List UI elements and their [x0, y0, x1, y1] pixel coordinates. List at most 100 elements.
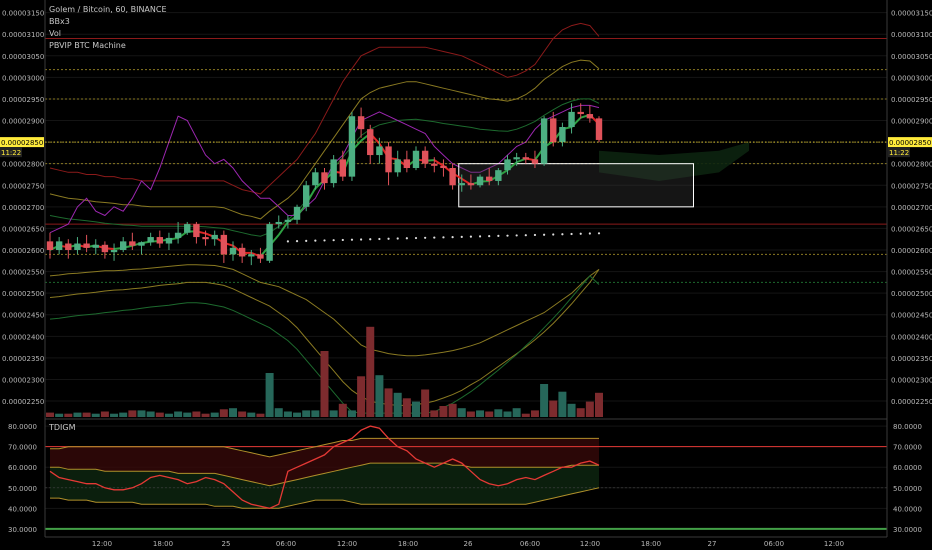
candle-body [476, 176, 484, 186]
pbv-dot [451, 235, 454, 239]
pbv-dots [286, 232, 601, 243]
candle-body [330, 159, 337, 184]
pbv-dot [460, 235, 463, 238]
pbv-dot [369, 238, 372, 241]
candle-body [257, 254, 264, 259]
price-tick-left: 0.00003100 [2, 31, 44, 39]
price-tick-right: 0.00002650 [891, 225, 932, 233]
candle-body [46, 241, 54, 250]
pbv-dot [350, 238, 354, 241]
candle-body [421, 150, 429, 164]
price-tick-right: 0.00003050 [891, 53, 932, 61]
volume-bar [155, 412, 164, 417]
volume-bar [265, 373, 274, 417]
countdown-label: 11:22 [889, 149, 909, 157]
pbv-dot [332, 239, 335, 242]
candle-body [74, 243, 81, 250]
pbv-dot [561, 233, 564, 236]
current-price-tag [888, 137, 932, 148]
volume-bars [46, 326, 603, 417]
volume-bar [421, 389, 430, 417]
volume-bar [183, 412, 192, 417]
price-tick-left: 0.00002800 [2, 161, 44, 169]
candle-body [92, 244, 99, 248]
time-tick: 06:00 [520, 540, 540, 548]
candle-body [540, 118, 548, 164]
volume-bar [457, 408, 466, 417]
candles [46, 103, 603, 266]
volume-bar [329, 410, 338, 417]
candle-body [202, 237, 209, 240]
price-tick-left: 0.00002450 [2, 312, 44, 320]
pbv-dot [543, 233, 546, 236]
candle-body [165, 237, 173, 244]
volume-bar [100, 411, 109, 417]
candle-body [312, 172, 319, 186]
candle-body [238, 247, 246, 257]
candle-body [293, 206, 301, 220]
indicator-vol[interactable]: Vol [49, 29, 61, 38]
volume-bar [338, 403, 347, 417]
pbv-dot [323, 239, 326, 242]
osc-tick-right: 80.0000 [893, 423, 922, 431]
volume-bar [375, 375, 384, 417]
volume-bar [46, 412, 54, 417]
price-tick-left: 0.00003000 [2, 74, 44, 82]
band-inner_lower [49, 264, 600, 357]
oscillator-title[interactable]: TDIGM [49, 423, 76, 432]
pbv-box [458, 163, 694, 208]
band-mid_upper [49, 59, 600, 220]
volume-bar [238, 411, 247, 417]
pbv-dot [597, 232, 601, 235]
pbv-dot [588, 232, 591, 235]
volume-bar [430, 410, 439, 417]
candle-body [110, 250, 118, 253]
candle-body [120, 241, 127, 250]
pbv-rectangle [458, 163, 694, 208]
price-tick-right: 0.00003150 [891, 10, 932, 18]
volume-bar [485, 411, 494, 417]
time-tick: 12:00 [337, 540, 357, 548]
osc-tick-left: 30.0000 [8, 526, 37, 534]
volume-bar [494, 409, 503, 417]
osc-tick-right: 30.0000 [893, 526, 922, 534]
price-tick-left: 0.00003150 [2, 10, 44, 18]
volume-bar [128, 410, 137, 417]
time-tick: 18:00 [398, 540, 418, 548]
price-tick-right: 0.00002750 [891, 182, 932, 190]
candle-body [248, 254, 255, 257]
indicator-bbx3[interactable]: BBx3 [49, 17, 70, 26]
time-tick: 12:00 [824, 540, 844, 548]
candle-body [495, 170, 502, 181]
osc-tick-right: 60.0000 [893, 464, 922, 472]
symbol-title[interactable]: Golem / Bitcoin, 60, BINANCE [49, 5, 167, 14]
pbv-dot [414, 236, 418, 240]
candle-body [531, 159, 539, 164]
forecast-cloud-area [599, 142, 749, 181]
price-tick-left: 0.00002900 [2, 118, 44, 126]
volume-bar [247, 412, 256, 417]
time-tick: 26 [464, 540, 473, 548]
candle-body [522, 157, 529, 160]
pbv-dot [378, 237, 381, 241]
candle-body [513, 157, 520, 160]
volume-bar [283, 411, 292, 417]
price-tick-left: 0.00002750 [2, 182, 44, 190]
price-tick-left: 0.00002500 [2, 290, 44, 298]
volume-bar [448, 403, 457, 417]
current-price-label: 0.00002850 [889, 139, 931, 147]
candle-body [65, 243, 72, 250]
time-tick: 12:00 [580, 540, 600, 548]
candle-body [357, 116, 365, 130]
indicator-pbvip[interactable]: PBVIP BTC Machine [49, 41, 126, 50]
pbv-dot [341, 238, 344, 242]
candle-body [467, 183, 475, 186]
volume-bar [210, 412, 219, 417]
candle-body [367, 129, 374, 156]
volume-bar [576, 408, 585, 417]
price-tick-right: 0.00002450 [891, 312, 932, 320]
forecast-cloud [599, 142, 749, 181]
volume-bar [549, 400, 558, 417]
volume-bar [521, 413, 530, 417]
